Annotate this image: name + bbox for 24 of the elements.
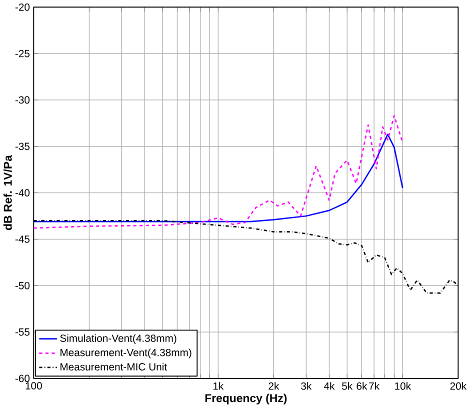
legend-label: Measurement-Vent(4.38mm) [60,348,192,358]
x-tick-label: 2k [268,382,280,390]
y-tick-label: -40 [15,189,30,197]
x-axis-title: Frequency (Hz) [205,394,287,404]
y-tick-label: -50 [15,282,30,290]
x-tick-label: 10k [395,382,412,390]
y-tick-label: -30 [15,96,30,104]
x-tick-label: 20k [450,382,467,390]
legend-label: Simulation-Vent(4.38mm) [60,334,176,344]
y-tick-label: -35 [15,142,30,150]
x-tick-label: 1k [213,382,224,390]
x-tick-label: 5k [342,382,353,390]
x-tick-label: 3k [301,382,312,390]
x-tick-label: 6k [356,382,368,390]
y-tick-label: -25 [15,50,30,58]
x-tick-label: 4k [324,382,335,390]
y-axis-title: dB Ref. 1V/Pa [3,155,12,230]
y-tick-label: -60 [15,374,30,382]
y-tick-label: -45 [15,236,30,243]
x-tick-label: 100 [26,382,42,390]
y-tick-label: -20 [15,4,30,11]
y-tick-label: -55 [15,328,30,336]
legend-label: Measurement-MIC Unit [60,362,167,371]
x-tick-label: 7k [369,382,380,390]
